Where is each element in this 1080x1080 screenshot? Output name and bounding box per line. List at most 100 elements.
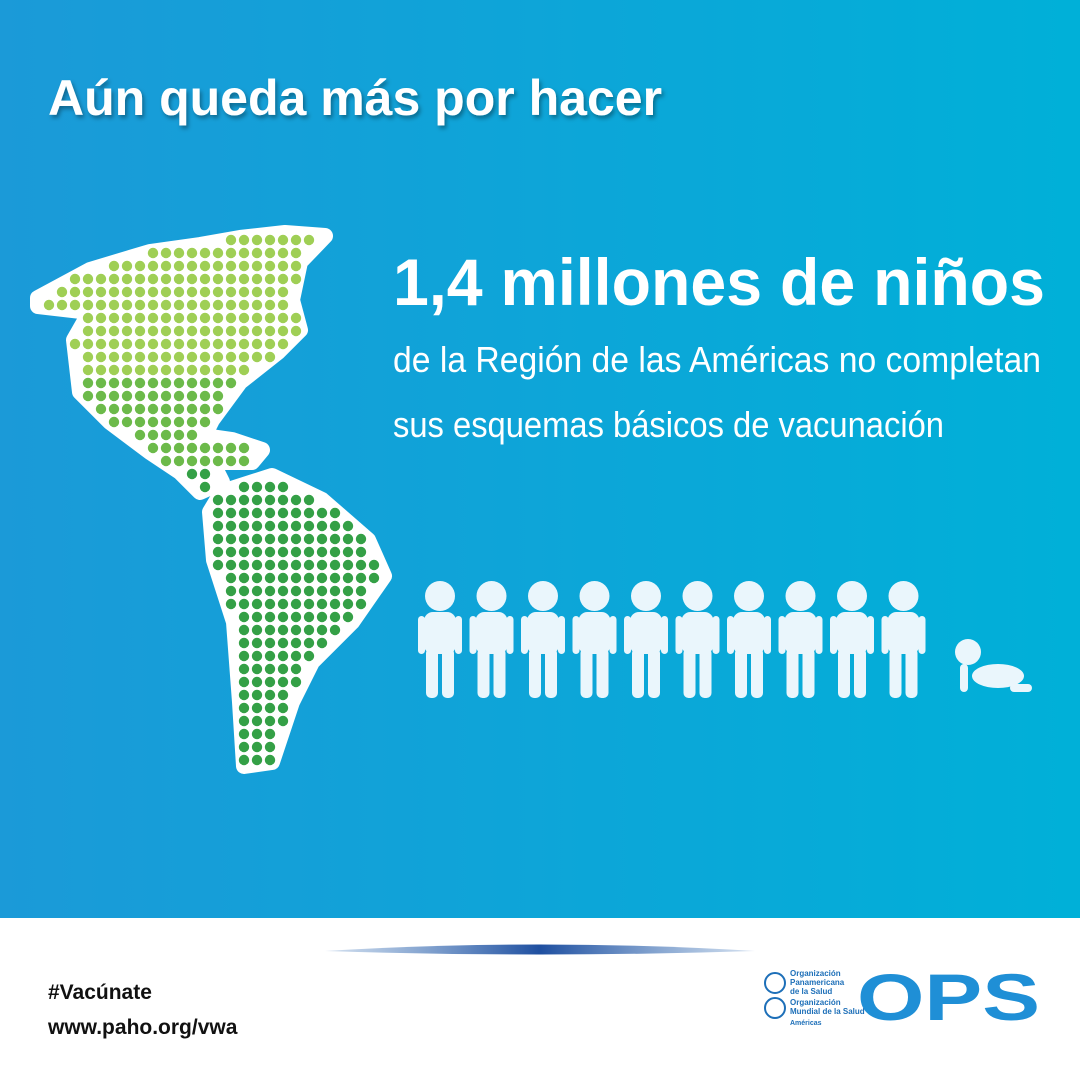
map-dot — [147, 377, 159, 389]
map-dot — [355, 559, 367, 571]
map-dot — [225, 234, 237, 246]
map-dot — [238, 702, 250, 714]
map-dot — [134, 377, 146, 389]
map-dot — [147, 429, 159, 441]
map-dot — [225, 325, 237, 337]
map-dot — [290, 585, 302, 597]
map-dot — [264, 624, 276, 636]
map-dot — [251, 689, 263, 701]
map-dot — [160, 442, 172, 454]
map-dot — [225, 533, 237, 545]
child-body — [836, 612, 868, 654]
map-dot — [238, 364, 250, 376]
map-dot — [238, 247, 250, 259]
map-dot — [277, 481, 289, 493]
map-dot — [212, 507, 224, 519]
map-dot — [225, 338, 237, 350]
child-head — [579, 581, 610, 611]
map-dot — [173, 247, 185, 259]
map-outline — [30, 225, 333, 500]
child-body — [733, 612, 765, 654]
map-dot — [95, 403, 107, 415]
map-dot — [186, 299, 198, 311]
map-dot — [69, 338, 81, 350]
map-dot — [251, 299, 263, 311]
child-icon — [778, 581, 823, 698]
logo-text: de la Salud — [790, 987, 832, 996]
child-head — [785, 581, 816, 611]
map-dot — [277, 247, 289, 259]
map-dot — [251, 728, 263, 740]
map-dot — [56, 299, 68, 311]
map-dot — [342, 520, 354, 532]
map-dot — [225, 572, 237, 584]
child-leg — [735, 648, 747, 698]
map-dot — [316, 585, 328, 597]
map-dot — [82, 338, 94, 350]
logo-text: Organización — [790, 998, 841, 1007]
logo-acronym: OPS — [857, 960, 1040, 1034]
map-dot — [329, 520, 341, 532]
map-dot — [264, 338, 276, 350]
map-dot — [264, 494, 276, 506]
title: Aún queda más por hacer — [48, 70, 662, 126]
map-dot — [160, 247, 172, 259]
map-dot — [251, 494, 263, 506]
map-dot — [303, 520, 315, 532]
map-dot — [238, 286, 250, 298]
map-dot — [199, 247, 211, 259]
map-dot — [121, 351, 133, 363]
map-dot — [199, 403, 211, 415]
map-dot — [160, 338, 172, 350]
child-arm — [778, 616, 786, 654]
child-body — [578, 612, 611, 654]
map-dot — [238, 572, 250, 584]
map-dot — [108, 403, 120, 415]
map-dot — [277, 715, 289, 727]
map-dot — [225, 364, 237, 376]
map-dot — [173, 351, 185, 363]
map-dot — [147, 351, 159, 363]
child-arm — [609, 616, 617, 654]
child-body — [887, 612, 920, 654]
map-dot — [173, 299, 185, 311]
map-dot — [251, 676, 263, 688]
map-dot — [290, 676, 302, 688]
map-dot — [212, 533, 224, 545]
map-dot — [251, 481, 263, 493]
map-dot — [199, 325, 211, 337]
map-dot — [277, 702, 289, 714]
subtitle-line: de la Región de las Américas no completa… — [393, 339, 1041, 380]
map-dot — [147, 403, 159, 415]
child-leg — [699, 648, 712, 698]
map-dot — [355, 585, 367, 597]
map-dot — [277, 286, 289, 298]
map-dot — [199, 416, 211, 428]
child-body — [424, 612, 456, 654]
map-dot — [212, 520, 224, 532]
map-dot — [121, 273, 133, 285]
map-dot — [121, 364, 133, 376]
map-dot — [251, 637, 263, 649]
map-dot — [238, 650, 250, 662]
child-arm — [675, 616, 683, 654]
map-dot — [212, 338, 224, 350]
map-dot — [147, 364, 159, 376]
map-dot — [121, 260, 133, 272]
child-arm — [521, 616, 528, 654]
map-dot — [238, 325, 250, 337]
map-dot — [238, 585, 250, 597]
map-dot — [108, 390, 120, 402]
map-dot — [108, 351, 120, 363]
map-dot — [95, 377, 107, 389]
map-dot — [303, 598, 315, 610]
map-dot — [303, 611, 315, 623]
map-dot — [69, 299, 81, 311]
child-leg — [632, 648, 644, 698]
map-dot — [82, 351, 94, 363]
map-dot — [238, 598, 250, 610]
map-dot — [108, 416, 120, 428]
map-dot — [82, 299, 94, 311]
map-dot — [108, 260, 120, 272]
map-dot — [329, 572, 341, 584]
